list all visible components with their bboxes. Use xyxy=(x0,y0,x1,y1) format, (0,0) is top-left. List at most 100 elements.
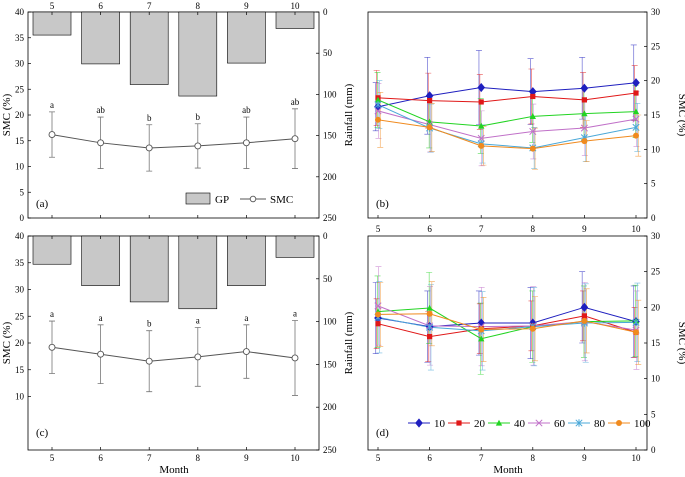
panel-b-series-80-line xyxy=(377,104,637,149)
panel-c-rain-tick-label-100: 100 xyxy=(323,317,337,327)
panel-c-significance-letter-10: a xyxy=(293,309,297,319)
panel-c-significance-letter-5: a xyxy=(50,309,54,319)
panel-d-series-80-point-6 xyxy=(426,323,434,332)
panel-b-y-tick-label-25: 25 xyxy=(651,41,661,51)
panel-a-smc-point-9 xyxy=(242,139,250,147)
legend-d-20-label: 20 xyxy=(474,418,486,430)
legend-d-40-label: 40 xyxy=(514,418,526,430)
panel-b-y-tick-label-30: 30 xyxy=(651,7,661,17)
panel-a-smc-tick-label-40: 40 xyxy=(15,7,25,17)
panel-a-significance-letter-7: b xyxy=(147,113,152,123)
panel-b-series-60-point-9 xyxy=(580,124,588,132)
panel-b-series-60-point-5 xyxy=(374,107,382,115)
legend-d-10-label: 10 xyxy=(434,418,446,430)
legend-gp-swatch xyxy=(185,192,211,205)
panel-a-bar-9 xyxy=(227,11,266,64)
panel-d-month-5: 5 xyxy=(376,453,381,463)
panel-b-series-60-point-10 xyxy=(632,115,640,123)
panel-c-smc-tick-label-20: 20 xyxy=(15,338,25,348)
panel-c-smc-tick-label-30: 30 xyxy=(15,285,25,295)
legend-d-80-label: 80 xyxy=(594,418,606,430)
panel-a-smc-tick-label-35: 35 xyxy=(15,33,25,43)
panel-a-smc-tick-label-30: 30 xyxy=(15,59,25,69)
panel-b-series-100-point-10 xyxy=(633,132,639,139)
legend-d-60-marker xyxy=(535,419,543,427)
panel-d-series-60-line xyxy=(377,305,637,331)
y-axis-title-rainfall-d: Rainfall (mm) xyxy=(343,311,355,374)
panel-label-c: (c) xyxy=(36,427,49,439)
panel-c-rain-tick-label-0: 0 xyxy=(323,231,328,241)
panel-a-smc-tick-label-15: 15 xyxy=(15,136,25,146)
panel-c-month-9: 9 xyxy=(244,453,249,463)
panel-a-top-month-9: 9 xyxy=(244,1,249,11)
panel-b-y-tick-label-0: 0 xyxy=(651,213,656,223)
panel-b-series-40-line xyxy=(377,99,637,127)
panel-a-top-month-7: 7 xyxy=(147,1,152,11)
panel-a-smc-point-8 xyxy=(194,142,202,150)
legend-d-20-marker xyxy=(456,420,462,426)
panel-b-series-20-point-9 xyxy=(581,97,587,103)
panel-c-bar-10 xyxy=(275,235,315,258)
panel-c-smc-point-7 xyxy=(145,357,153,365)
panel-b-series-100-point-6 xyxy=(426,124,433,131)
panel-d-y-tick-label-15: 15 xyxy=(651,338,661,348)
legend-d-40-marker xyxy=(495,419,503,426)
panel-a-bar-5 xyxy=(32,11,72,36)
legend-d-60-label: 60 xyxy=(554,418,566,430)
panel-b-month-9: 9 xyxy=(582,224,587,234)
panel-c-rain-tick-label-50: 50 xyxy=(323,274,333,284)
panel-a-rain-tick-label-50: 50 xyxy=(323,48,333,58)
panel-a-significance-letter-8: b xyxy=(196,112,201,122)
panel-c-bar-9 xyxy=(227,235,266,286)
panel-a-smc-point-10 xyxy=(291,135,299,143)
y-axis-title-smc-a: SMC (%) xyxy=(1,93,13,136)
panel-b-y-tick-label-15: 15 xyxy=(651,110,661,120)
panel-d-series-40-point-7 xyxy=(478,335,485,342)
panel-b-series-100-point-8 xyxy=(529,145,536,152)
panel-c-bar-8 xyxy=(178,235,218,310)
panel-d-frame xyxy=(367,235,648,451)
panel-b-series-100-point-7 xyxy=(478,142,485,149)
panel-d-y-tick-label-10: 10 xyxy=(651,374,661,384)
panel-a-rain-tick-label-200: 200 xyxy=(323,172,337,182)
panel-b-month-7: 7 xyxy=(479,224,484,234)
panel-c-month-5: 5 xyxy=(50,453,55,463)
panel-d-series-20-point-6 xyxy=(427,333,433,340)
panel-b-series-100-point-5 xyxy=(375,116,381,123)
panel-c-smc-tick-label-10: 10 xyxy=(15,392,25,402)
panel-c-rain-tick-label-200: 200 xyxy=(323,402,337,412)
panel-c-smc-tick-label-35: 35 xyxy=(15,258,25,268)
panel-d-series-100-point-5 xyxy=(375,311,381,318)
panel-a-significance-letter-10: ab xyxy=(291,97,300,107)
panel-a-top-month-5: 5 xyxy=(50,1,55,11)
panel-b-frame xyxy=(367,11,648,219)
panel-d-series-100-line xyxy=(377,313,637,333)
panel-d-month-10: 10 xyxy=(632,453,642,463)
panel-c-significance-letter-6: a xyxy=(99,313,103,323)
panel-label-b: (b) xyxy=(376,198,389,210)
panel-c-rain-tick-label-150: 150 xyxy=(323,359,337,369)
panel-a-smc-tick-label-10: 10 xyxy=(15,162,25,172)
legend-gp-label: GP xyxy=(215,194,229,206)
panel-a-rain-tick-label-150: 150 xyxy=(323,131,337,141)
panel-a-significance-letter-6: ab xyxy=(96,105,105,115)
x-axis-title-right: Month xyxy=(493,464,523,476)
panel-a-top-month-6: 6 xyxy=(98,1,103,11)
panel-b-series-40-point-10 xyxy=(632,108,640,115)
panel-a-bar-8 xyxy=(178,11,218,97)
legend-d-80-marker xyxy=(575,419,583,427)
panel-d-month-7: 7 xyxy=(479,453,484,463)
panel-d-y-tick-label-5: 5 xyxy=(651,409,656,419)
panel-b-month-8: 8 xyxy=(531,224,536,234)
panel-d-month-6: 6 xyxy=(427,453,432,463)
panel-c-month-6: 6 xyxy=(98,453,103,463)
panel-c-smc-point-9 xyxy=(242,348,250,356)
panel-b-month-5: 5 xyxy=(376,224,381,234)
panel-c-smc-point-6 xyxy=(97,350,105,358)
panel-a-smc-point-5 xyxy=(48,131,56,139)
panel-a-frame xyxy=(27,11,320,219)
legend-d-10-marker xyxy=(415,418,423,428)
panel-c-bar-5 xyxy=(32,235,72,265)
panel-b-series-10-point-9 xyxy=(580,83,589,93)
